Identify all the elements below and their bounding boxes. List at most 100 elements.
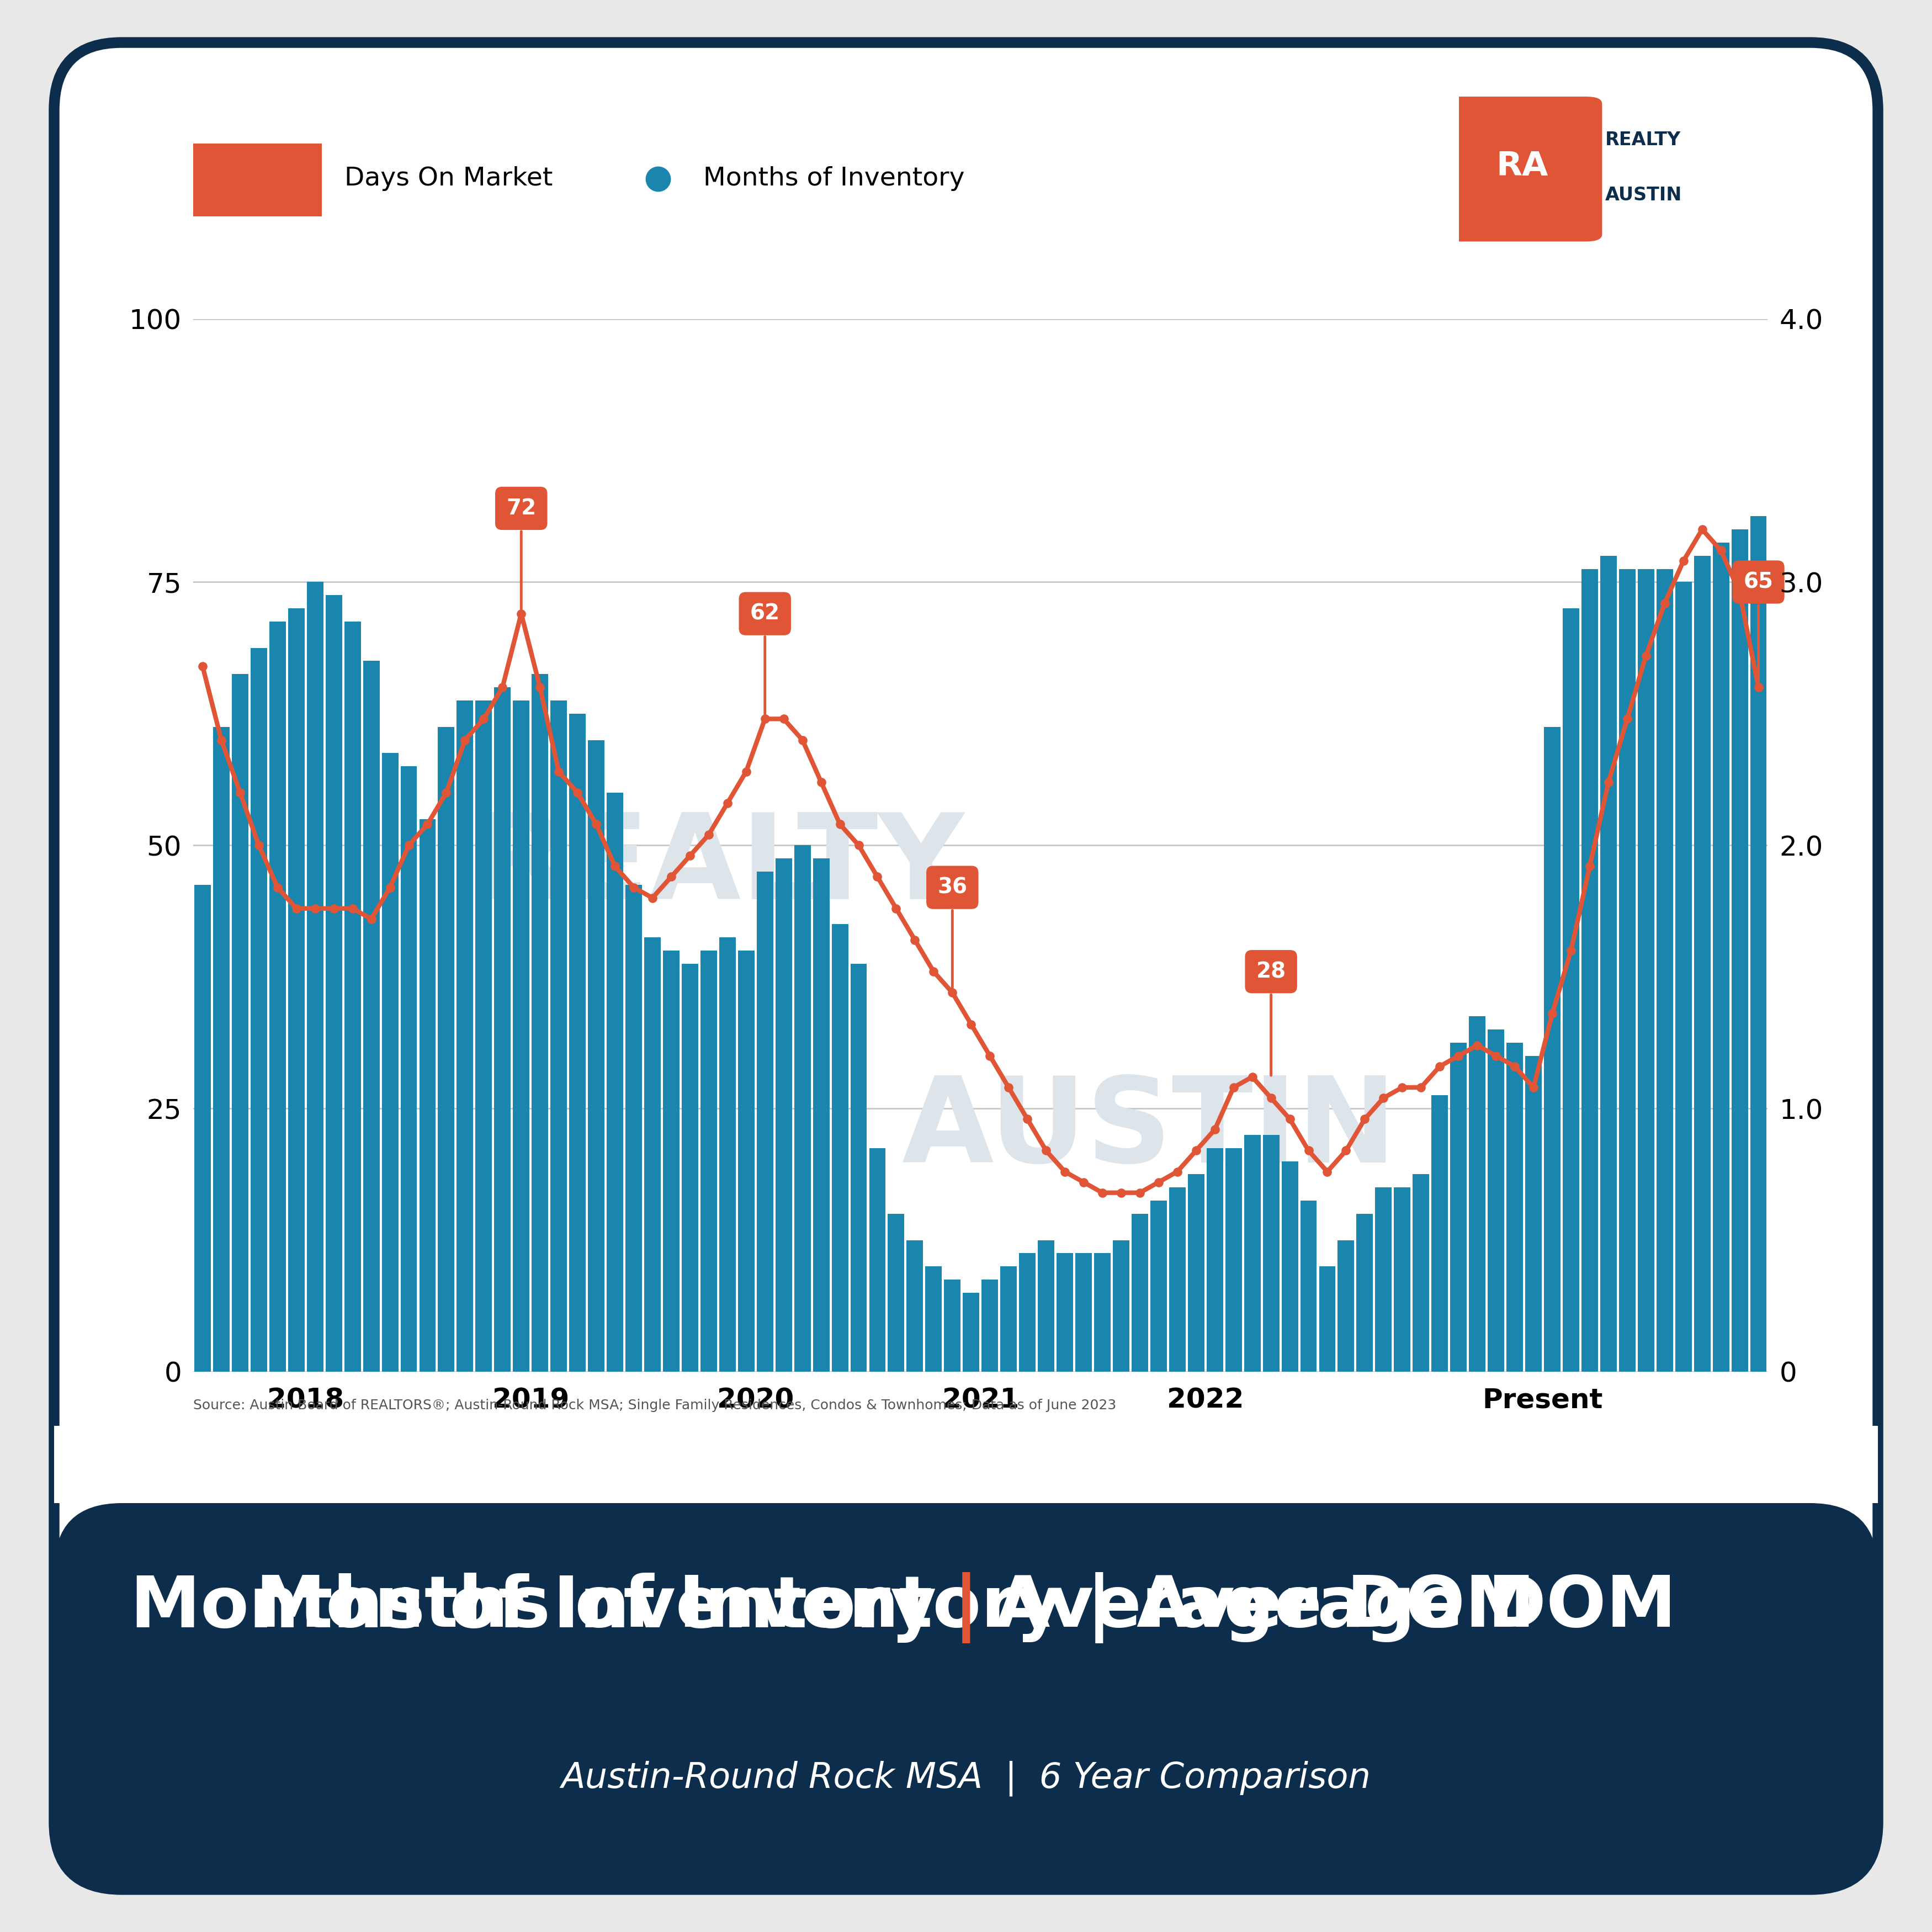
Bar: [400, 767, 417, 1372]
Bar: [1563, 609, 1578, 1372]
Bar: [1150, 1200, 1167, 1372]
Bar: [551, 701, 566, 1372]
Text: REALTY: REALTY: [1605, 131, 1681, 149]
Bar: [1244, 1134, 1260, 1372]
Bar: [307, 582, 323, 1372]
Bar: [1094, 1254, 1111, 1372]
Text: 36: 36: [937, 877, 968, 991]
Bar: [1638, 568, 1654, 1372]
Bar: [1750, 516, 1766, 1372]
Bar: [1432, 1095, 1447, 1372]
Bar: [251, 647, 267, 1372]
Bar: [1488, 1030, 1505, 1372]
Text: 65: 65: [1743, 572, 1774, 686]
Bar: [288, 609, 305, 1372]
Bar: [1544, 726, 1561, 1372]
Bar: [1376, 1188, 1391, 1372]
Bar: [1208, 1148, 1223, 1372]
Bar: [213, 726, 230, 1372]
Bar: [607, 792, 624, 1372]
Bar: [1656, 568, 1673, 1372]
Bar: [1281, 1161, 1298, 1372]
Bar: [1076, 1254, 1092, 1372]
Text: Months of Inventory: Months of Inventory: [703, 166, 964, 191]
FancyBboxPatch shape: [54, 1503, 1878, 1889]
Bar: [531, 674, 549, 1372]
Bar: [757, 871, 773, 1372]
Text: Months of Inventory | Average DOM: Months of Inventory | Average DOM: [255, 1573, 1677, 1644]
Bar: [419, 819, 437, 1372]
Bar: [325, 595, 342, 1372]
Text: AUSTIN: AUSTIN: [902, 1072, 1397, 1188]
Bar: [1225, 1148, 1242, 1372]
Bar: [925, 1267, 943, 1372]
Bar: [1412, 1175, 1430, 1372]
Bar: [587, 740, 605, 1372]
Bar: [195, 885, 211, 1372]
Bar: [475, 701, 493, 1372]
Bar: [1188, 1175, 1204, 1372]
Bar: [701, 951, 717, 1372]
Text: |: |: [952, 1573, 980, 1644]
Bar: [1264, 1134, 1279, 1372]
Bar: [1113, 1240, 1130, 1372]
Bar: [981, 1279, 999, 1372]
Bar: [1057, 1254, 1072, 1372]
Bar: [906, 1240, 923, 1372]
Text: Austin-Round Rock MSA  |  6 Year Comparison: Austin-Round Rock MSA | 6 Year Compariso…: [560, 1760, 1372, 1797]
Bar: [1712, 543, 1729, 1372]
Bar: [1619, 568, 1636, 1372]
Bar: [456, 701, 473, 1372]
Bar: [850, 964, 867, 1372]
Bar: [570, 713, 585, 1372]
Text: AUSTIN: AUSTIN: [1605, 185, 1683, 205]
Text: Average DOM: Average DOM: [972, 1573, 1536, 1642]
Bar: [643, 937, 661, 1372]
Bar: [1675, 582, 1692, 1372]
Bar: [1018, 1254, 1036, 1372]
Bar: [383, 753, 398, 1372]
Bar: [1600, 556, 1617, 1372]
Bar: [1694, 556, 1710, 1372]
Bar: [1337, 1240, 1354, 1372]
Bar: [269, 622, 286, 1372]
Bar: [1468, 1016, 1486, 1372]
Text: REALTY: REALTY: [477, 810, 964, 923]
Bar: [663, 951, 680, 1372]
FancyBboxPatch shape: [1443, 97, 1602, 242]
Text: Days On Market: Days On Market: [344, 166, 553, 191]
Bar: [344, 622, 361, 1372]
Text: 72: 72: [506, 498, 537, 612]
FancyBboxPatch shape: [193, 143, 323, 216]
Bar: [869, 1148, 885, 1372]
Bar: [962, 1293, 980, 1372]
Bar: [813, 858, 829, 1372]
FancyBboxPatch shape: [54, 43, 1878, 1889]
Bar: [1731, 529, 1748, 1372]
Bar: [1356, 1213, 1374, 1372]
Bar: [1524, 1055, 1542, 1372]
Text: 28: 28: [1256, 960, 1287, 1076]
Text: Months of Inventory: Months of Inventory: [129, 1573, 960, 1642]
Bar: [682, 964, 697, 1372]
Bar: [1132, 1213, 1148, 1372]
Text: RA: RA: [1497, 151, 1548, 182]
Bar: [1169, 1188, 1186, 1372]
Bar: [1001, 1267, 1016, 1372]
Text: 62: 62: [750, 603, 781, 717]
Bar: [54, 1426, 1878, 1503]
Bar: [1507, 1043, 1522, 1372]
Bar: [831, 923, 848, 1372]
Bar: [1300, 1200, 1318, 1372]
Bar: [363, 661, 379, 1372]
Bar: [889, 1213, 904, 1372]
Bar: [719, 937, 736, 1372]
Bar: [514, 701, 529, 1372]
Bar: [1037, 1240, 1055, 1372]
Bar: [1395, 1188, 1410, 1372]
Bar: [232, 674, 249, 1372]
Bar: [775, 858, 792, 1372]
Bar: [495, 688, 510, 1372]
Text: Source: Austin Board of REALTORS®; Austin-Round Rock MSA; Single Family Residenc: Source: Austin Board of REALTORS®; Austi…: [193, 1399, 1117, 1412]
Bar: [1582, 568, 1598, 1372]
